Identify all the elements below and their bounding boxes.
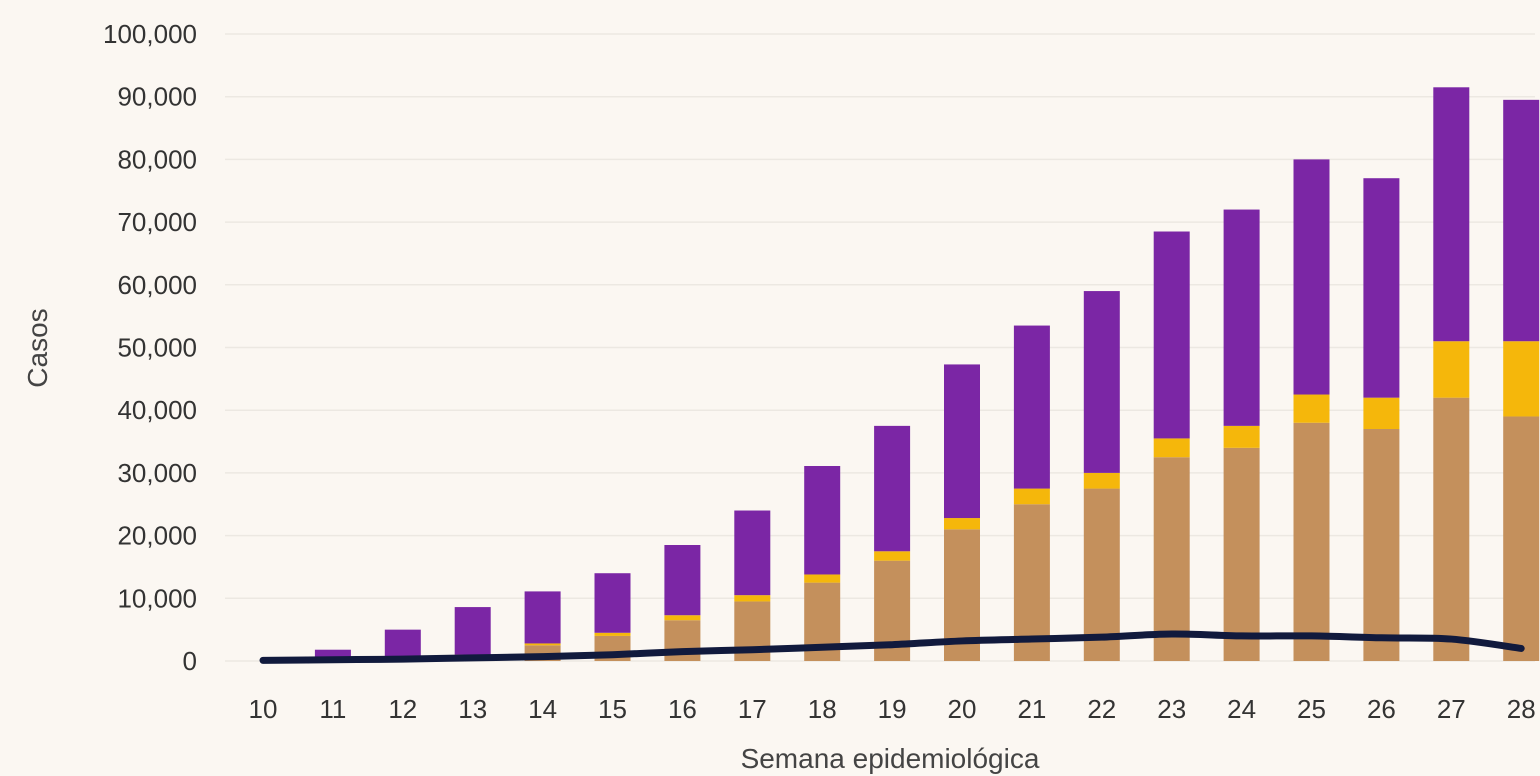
y-tick-label: 70,000 (117, 207, 197, 237)
y-tick-label: 100,000 (103, 19, 197, 49)
bar-segment (1153, 231, 1190, 439)
y-tick-label: 0 (183, 646, 197, 676)
x-axis-label: Semana epidemiológica (741, 743, 1040, 774)
x-tick-label: 10 (249, 694, 278, 724)
x-tick-label: 20 (948, 694, 977, 724)
bar-segment (1013, 325, 1050, 489)
bar-segment (1433, 397, 1470, 661)
x-tick-label: 16 (668, 694, 697, 724)
bar-segment (1363, 178, 1400, 398)
y-tick-label: 50,000 (117, 333, 197, 363)
y-tick-label: 40,000 (117, 395, 197, 425)
bar-segment (594, 573, 631, 633)
x-tick-label: 12 (388, 694, 417, 724)
x-tick-label: 19 (878, 694, 907, 724)
bar-segment (1293, 159, 1330, 395)
bar-segment (1083, 291, 1120, 473)
bars (314, 87, 1540, 661)
x-tick-label: 22 (1087, 694, 1116, 724)
y-tick-label: 30,000 (117, 458, 197, 488)
line-series (259, 630, 1525, 664)
bar-segment (1433, 341, 1470, 398)
x-tick-label: 26 (1367, 694, 1396, 724)
bar-segment (594, 632, 631, 636)
bar-segment (1153, 457, 1190, 661)
bar-segment (1223, 209, 1260, 426)
bar-segment (1503, 99, 1540, 342)
bar-segment (1153, 438, 1190, 458)
x-axis-ticks: 10 11 12 13 14 15 16 17 18 19 20 21 22 23 24 25 26 27 28 (249, 694, 1536, 724)
bar-segment (1013, 504, 1050, 661)
bar-segment (1013, 488, 1050, 505)
bar-segment (804, 466, 841, 575)
x-tick-label: 17 (738, 694, 767, 724)
line-path (259, 630, 1525, 664)
bar-segment (1293, 422, 1330, 661)
y-axis-label: Casos (22, 308, 53, 387)
x-tick-label: 25 (1297, 694, 1326, 724)
x-tick-label: 21 (1017, 694, 1046, 724)
x-tick-label: 23 (1157, 694, 1186, 724)
x-tick-label: 14 (528, 694, 557, 724)
bar-segment (1083, 488, 1120, 661)
bar-segment (944, 364, 980, 519)
bar-segment (384, 629, 421, 659)
bar-segment (1363, 397, 1400, 430)
bar-segment (874, 551, 911, 561)
bar-segment (944, 518, 980, 530)
bar-segment (314, 649, 351, 661)
bar-segment (454, 607, 491, 655)
x-tick-label: 11 (319, 694, 346, 724)
y-tick-label: 60,000 (117, 270, 197, 300)
x-tick-label: 27 (1437, 694, 1466, 724)
bar-segment (664, 615, 701, 621)
bar-segment (1293, 394, 1330, 423)
bar-segment (804, 574, 841, 583)
bar-segment (1503, 341, 1540, 417)
bar-segment (524, 591, 561, 644)
bar-segment (1223, 425, 1260, 448)
bar-segment (1083, 472, 1120, 489)
bar-segment (1363, 429, 1400, 661)
x-tick-label: 28 (1507, 694, 1536, 724)
y-tick-label: 80,000 (117, 144, 197, 174)
bar-segment (524, 643, 561, 646)
y-axis-ticks: 0 10,000 20,000 30,000 40,000 50,000 60,000 70,… (103, 19, 197, 676)
x-tick-label: 18 (808, 694, 837, 724)
bar-segment (874, 425, 911, 552)
y-tick-label: 10,000 (117, 583, 197, 613)
x-tick-label: 15 (598, 694, 627, 724)
bar-segment (1223, 447, 1260, 661)
bar-segment (664, 545, 701, 616)
bar-segment (734, 595, 771, 602)
gridlines (225, 33, 1535, 662)
bar-segment (1433, 87, 1470, 342)
bar-segment (1503, 416, 1540, 661)
x-tick-label: 24 (1227, 694, 1256, 724)
y-tick-label: 20,000 (117, 521, 197, 551)
x-tick-label: 13 (458, 694, 487, 724)
bar-segment (734, 510, 771, 596)
y-tick-label: 90,000 (117, 82, 197, 112)
